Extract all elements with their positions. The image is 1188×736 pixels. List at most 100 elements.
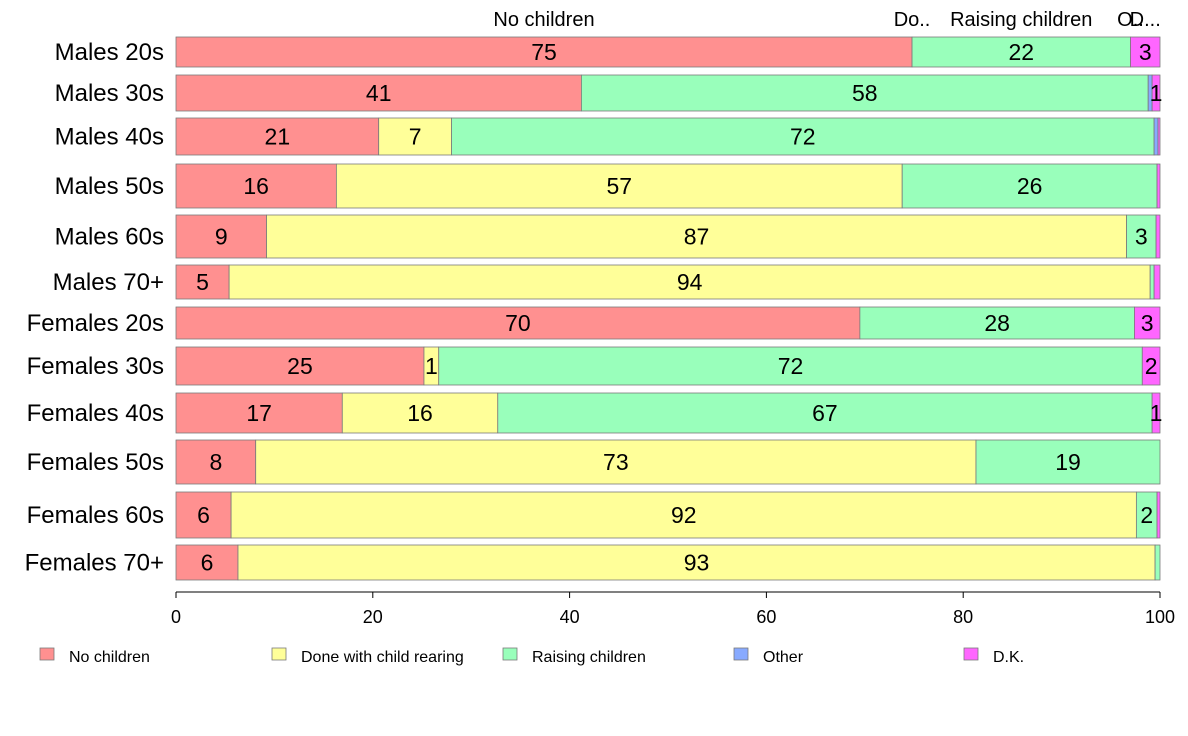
bar-segment — [581, 74, 1149, 112]
segment-value-label: 72 — [778, 353, 804, 379]
bar-segment — [1151, 392, 1161, 434]
bar-segment — [1141, 346, 1161, 386]
segment-value-label: 1 — [1150, 80, 1163, 106]
segment-value-label: 1 — [1150, 400, 1163, 426]
category-label: Females 20s — [27, 310, 164, 337]
segment-value-label: 17 — [246, 400, 272, 426]
bar-segment — [175, 544, 239, 581]
legend-swatch — [502, 647, 518, 661]
category-label: Males 60s — [55, 224, 164, 251]
segment-value-label: 3 — [1141, 310, 1154, 336]
segment-value-label: 9 — [215, 224, 228, 250]
bar-segment — [1156, 491, 1161, 539]
legend-label: No children — [69, 649, 150, 666]
bar-segment — [1153, 264, 1161, 300]
category-label: Males 40s — [55, 124, 164, 151]
segment-value-label: 2 — [1145, 353, 1158, 379]
x-tick-label: 60 — [756, 607, 776, 627]
bar-segment — [1134, 306, 1161, 340]
x-tick-label: 20 — [363, 607, 383, 627]
segment-value-label: 16 — [407, 400, 433, 426]
segment-value-label: 93 — [684, 550, 710, 576]
bar-segment — [266, 214, 1127, 259]
category-label: Females 60s — [27, 502, 164, 529]
segment-value-label: 41 — [366, 80, 392, 106]
legend-swatch — [733, 647, 749, 661]
bar-segment — [175, 346, 425, 386]
segment-value-label: 26 — [1017, 173, 1043, 199]
legend-label: Raising children — [532, 649, 646, 666]
bar-segment — [378, 117, 452, 156]
segment-value-label: 72 — [790, 124, 816, 150]
bar-segment — [175, 306, 861, 340]
segment-value-label: 25 — [287, 353, 313, 379]
bar-segment — [175, 392, 343, 434]
segment-value-label: 28 — [984, 310, 1010, 336]
segment-value-label: 92 — [671, 502, 697, 528]
bar-segment — [255, 439, 977, 485]
segment-value-label: 3 — [1139, 39, 1152, 65]
segment-value-label: 6 — [197, 502, 210, 528]
segment-value-label: 94 — [677, 269, 703, 295]
bar-segment — [237, 544, 1156, 581]
bar-segment — [230, 491, 1137, 539]
segment-value-label: 2 — [1140, 502, 1153, 528]
category-label: Males 20s — [55, 39, 164, 66]
bar-segment — [1151, 74, 1161, 112]
segment-value-label: 73 — [603, 449, 629, 475]
bar-segment — [1153, 117, 1159, 156]
bar-segment — [1149, 264, 1155, 300]
category-label: Males 50s — [55, 173, 164, 200]
bar-segment — [438, 346, 1143, 386]
top-series-label: D... — [1130, 9, 1161, 31]
legend-label: D.K. — [993, 649, 1024, 666]
bar-segment — [1130, 36, 1161, 68]
category-label: Females 70+ — [25, 550, 164, 577]
bar-segment — [901, 163, 1158, 209]
x-tick-label: 100 — [1145, 607, 1175, 627]
top-series-label: No children — [493, 9, 594, 31]
top-series-label: Raising children — [950, 9, 1092, 31]
bar-segment — [497, 392, 1153, 434]
segment-value-label: 8 — [209, 449, 222, 475]
x-tick-label: 0 — [171, 607, 181, 627]
segment-value-label: 6 — [201, 550, 214, 576]
bar-segment — [341, 392, 499, 434]
bar-segment — [1157, 117, 1161, 156]
category-label: Males 70+ — [53, 269, 164, 296]
bar-segment — [859, 306, 1135, 340]
segment-value-label: 16 — [243, 173, 269, 199]
legend-label: Other — [763, 649, 804, 666]
segment-value-label: 70 — [505, 310, 531, 336]
bar-segment — [975, 439, 1161, 485]
segment-value-label: 58 — [852, 80, 878, 106]
segment-value-label: 1 — [425, 353, 438, 379]
top-series-label: O.. — [1117, 9, 1144, 31]
category-label: Females 50s — [27, 449, 164, 476]
legend-swatch — [39, 647, 55, 661]
legend-swatch — [271, 647, 287, 661]
bar-segment — [175, 491, 232, 539]
segment-value-label: 21 — [265, 124, 291, 150]
category-label: Females 30s — [27, 353, 164, 380]
x-tick-label: 80 — [953, 607, 973, 627]
bar-segment — [175, 163, 337, 209]
bar-segment — [335, 163, 903, 209]
segment-value-label: 57 — [606, 173, 632, 199]
segment-value-label: 3 — [1135, 224, 1148, 250]
segment-value-label: 87 — [684, 224, 710, 250]
bar-segment — [228, 264, 1151, 300]
bar-segment — [911, 36, 1131, 68]
bar-segment — [1156, 163, 1161, 209]
segment-value-label: 75 — [531, 39, 557, 65]
segment-value-label: 22 — [1008, 39, 1034, 65]
bar-segment — [175, 117, 380, 156]
category-label: Females 40s — [27, 400, 164, 427]
segment-value-label: 5 — [196, 269, 209, 295]
bar-segment — [175, 439, 257, 485]
segment-value-label: 67 — [812, 400, 838, 426]
x-tick-label: 40 — [560, 607, 580, 627]
segment-value-label: 7 — [409, 124, 422, 150]
segment-value-label: 19 — [1055, 449, 1081, 475]
